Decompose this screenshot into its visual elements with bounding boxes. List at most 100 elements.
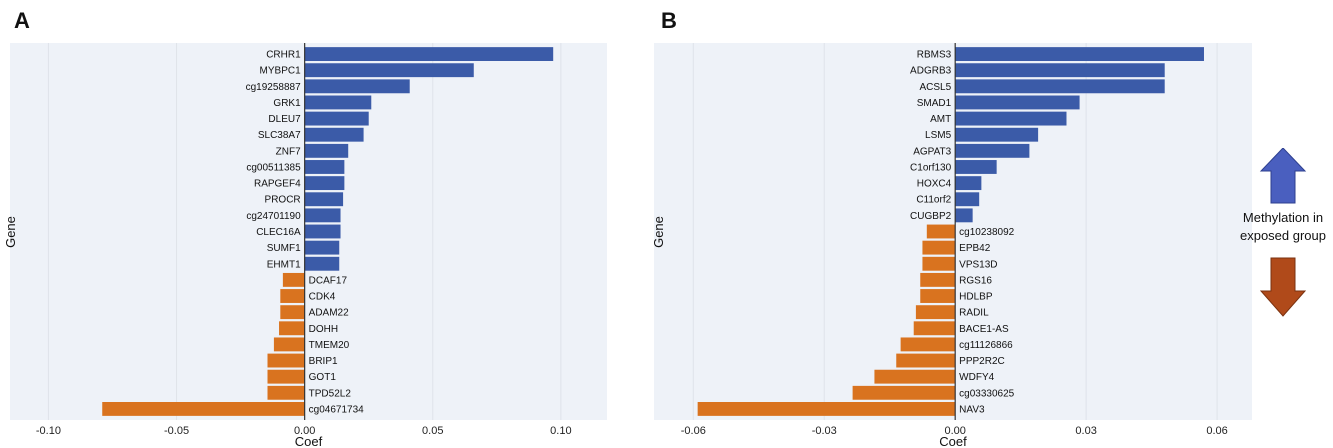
x-tick-label: 0.05 xyxy=(422,425,443,437)
y-category-label: SUMF1 xyxy=(267,243,301,254)
bar xyxy=(267,385,305,400)
x-tick-label: -0.06 xyxy=(681,425,706,437)
bar xyxy=(926,224,956,239)
bar xyxy=(304,160,345,174)
y-category-label: RAPGEF4 xyxy=(254,179,301,190)
y-category-label: GRK1 xyxy=(273,98,301,109)
y-category-label: DCAF17 xyxy=(309,275,348,286)
chart-panel-b: -0.06 -0.03 0.00 0.03 0.06 RBMS3 ADGRB3 ACSL5 SM… xyxy=(651,43,1252,448)
x-tick-label: -0.05 xyxy=(164,425,189,437)
bar xyxy=(282,272,305,287)
x-axis-label: Coef xyxy=(295,434,323,448)
y-category-label: ADAM22 xyxy=(309,308,349,319)
y-category-label: CRHR1 xyxy=(266,50,301,61)
bar xyxy=(304,224,341,239)
bar xyxy=(915,305,956,320)
y-category-label: LSM5 xyxy=(925,130,952,141)
y-category-label: BACE1-AS xyxy=(959,324,1009,335)
y-category-label: EPB42 xyxy=(959,243,991,254)
y-category-label: cg11126866 xyxy=(959,340,1013,351)
bar xyxy=(304,47,554,62)
bar xyxy=(922,256,956,271)
y-category-label: TPD52L2 xyxy=(309,388,352,399)
y-category-label: AGPAT3 xyxy=(913,146,951,157)
x-tick-label: 0.00 xyxy=(944,425,965,437)
x-tick-label: -0.03 xyxy=(812,425,837,437)
y-axis-label: Gene xyxy=(3,216,18,248)
y-category-label: C11orf2 xyxy=(916,195,951,206)
bar xyxy=(267,353,305,368)
bar xyxy=(955,160,997,174)
x-tick-label: 0.06 xyxy=(1206,425,1227,437)
bar xyxy=(280,289,305,303)
bar xyxy=(896,353,956,368)
x-tick-label: 0.00 xyxy=(294,425,315,437)
bar xyxy=(955,192,980,207)
panel-letter-a: A xyxy=(14,8,30,33)
bar xyxy=(913,321,956,336)
chart-panel-a: -0.10 -0.05 0.00 0.05 0.10 CRHR1 MYBPC1 cg19258… xyxy=(3,43,607,448)
bar xyxy=(304,176,345,191)
y-category-label: ADGRB3 xyxy=(910,66,952,77)
bar xyxy=(304,95,372,110)
y-category-label: CDK4 xyxy=(309,292,336,303)
y-category-label: GOT1 xyxy=(309,372,337,383)
y-category-label: cg19258887 xyxy=(246,82,301,93)
bar xyxy=(304,256,340,271)
bar xyxy=(955,143,1030,158)
panel-letter-b: B xyxy=(661,8,677,33)
y-category-label: PROCR xyxy=(265,195,301,206)
bar xyxy=(955,95,1080,110)
y-category-label: ZNF7 xyxy=(276,146,301,157)
bar xyxy=(273,337,305,352)
bar xyxy=(304,143,349,158)
y-category-label: AMT xyxy=(930,114,951,125)
y-category-label: RGS16 xyxy=(959,275,992,286)
bar xyxy=(267,369,305,384)
y-category-label: PPP2R2C xyxy=(959,356,1005,367)
y-category-label: cg10238092 xyxy=(959,227,1014,238)
y-category-label: BRIP1 xyxy=(309,356,338,367)
bar xyxy=(304,63,474,78)
y-category-label: EHMT1 xyxy=(267,259,301,270)
bar xyxy=(304,111,369,126)
bar xyxy=(955,111,1067,126)
y-category-label: cg04671734 xyxy=(309,404,364,415)
y-category-label: C1orf130 xyxy=(910,162,952,173)
y-category-label: VPS13D xyxy=(959,259,997,270)
bar xyxy=(955,127,1039,142)
y-category-label: HOXC4 xyxy=(917,179,952,190)
bar xyxy=(874,369,956,384)
bar xyxy=(955,79,1165,94)
y-category-label: cg00511385 xyxy=(246,162,301,173)
x-tick-label: 0.03 xyxy=(1075,425,1096,437)
bar xyxy=(955,176,982,191)
y-category-label: CUGBP2 xyxy=(910,211,952,222)
x-tick-label: -0.10 xyxy=(36,425,61,437)
y-category-label: RADIL xyxy=(959,308,989,319)
y-category-label: WDFY4 xyxy=(959,372,994,383)
legend-label: Methylation in exposed group xyxy=(1228,209,1333,245)
y-category-label: SMAD1 xyxy=(917,98,952,109)
bar xyxy=(920,272,956,287)
y-category-label: DLEU7 xyxy=(268,114,301,125)
bar xyxy=(304,79,410,94)
up-arrow-icon xyxy=(1259,148,1307,204)
y-category-label: ACSL5 xyxy=(919,82,951,93)
x-axis-label: Coef xyxy=(939,434,967,448)
bar xyxy=(852,385,956,400)
x-tick-label: 0.10 xyxy=(550,425,571,437)
y-category-label: NAV3 xyxy=(959,404,985,415)
y-category-label: DOHH xyxy=(309,324,338,335)
bar xyxy=(304,192,344,207)
bar xyxy=(304,240,340,255)
legend xyxy=(1259,148,1307,317)
y-category-label: HDLBP xyxy=(959,292,993,303)
legend-label-line1: Methylation in xyxy=(1242,210,1324,225)
bar xyxy=(304,127,364,142)
y-category-label: SLC38A7 xyxy=(258,130,301,141)
legend-label-line2: exposed group xyxy=(1239,228,1326,243)
down-arrow-icon xyxy=(1259,257,1307,317)
bar xyxy=(955,208,973,223)
